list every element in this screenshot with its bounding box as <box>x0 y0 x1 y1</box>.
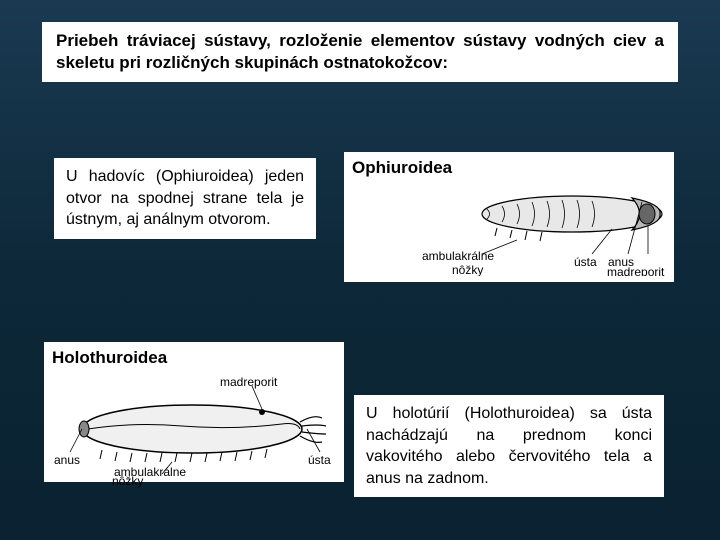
holothuroidea-diagram: Holothuroidea <box>44 342 344 482</box>
holothuroidea-text-box: U holotúrií (Holothuroidea) sa ústa nach… <box>354 395 664 497</box>
label-nozky: nôžky <box>452 263 483 276</box>
holothuroidea-description: U holotúrií (Holothuroidea) sa ústa nach… <box>366 403 652 489</box>
holothuroidea-diagram-title: Holothuroidea <box>52 348 336 368</box>
ophiuroidea-description: U hadovíc (Ophiuroidea) jeden otvor na s… <box>66 166 304 231</box>
label-ambulakralne: ambulakrálne <box>422 249 494 263</box>
title-text: Priebeh tráviacej sústavy, rozloženie el… <box>56 30 664 74</box>
label-holo-usta: ústa <box>308 453 331 467</box>
title-box: Priebeh tráviacej sústavy, rozloženie el… <box>42 22 678 82</box>
label-usta: ústa <box>574 255 597 269</box>
ophiuroidea-diagram: Ophiuroidea ambulakrálne nôžky ústa anus… <box>344 152 674 282</box>
label-madreporit: madreporit <box>607 265 665 276</box>
ophiuroidea-diagram-title: Ophiuroidea <box>352 158 666 178</box>
ophiuroidea-svg: ambulakrálne nôžky ústa anus madreporit <box>352 184 666 276</box>
label-holo-anus: anus <box>54 453 80 467</box>
holothuroidea-svg: madreporit ústa anus ambulakrálne <box>52 374 336 482</box>
ophiuroidea-text-box: U hadovíc (Ophiuroidea) jeden otvor na s… <box>54 158 316 239</box>
label-holo-madreporit: madreporit <box>220 375 278 389</box>
